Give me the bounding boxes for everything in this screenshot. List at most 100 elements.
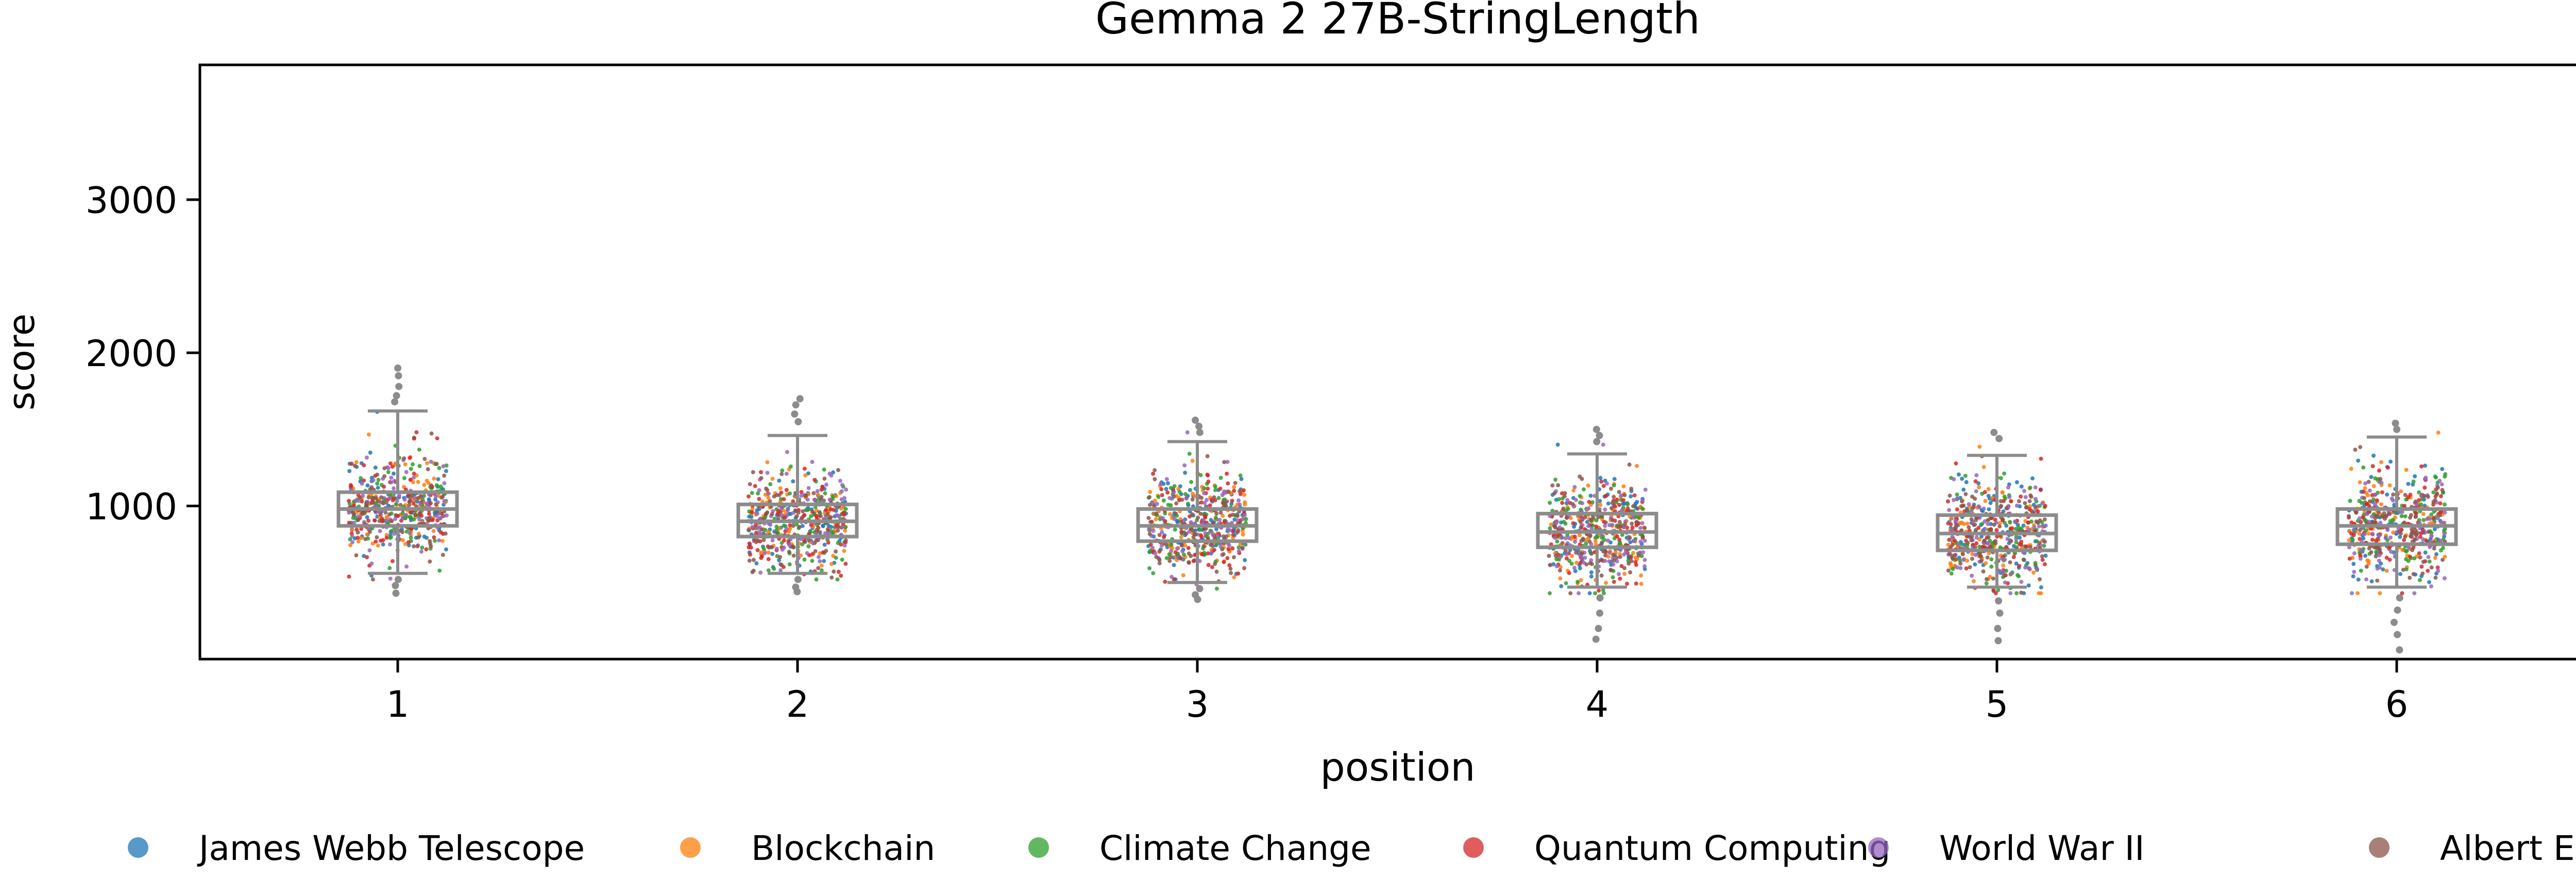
strip-point [429, 544, 433, 548]
strip-point [1947, 551, 1952, 556]
strip-point [1562, 494, 1567, 498]
strip-point [1548, 526, 1552, 530]
strip-point [1982, 519, 1987, 524]
strip-point [2399, 514, 2404, 519]
strip-point [777, 558, 782, 562]
strip-point [1617, 572, 1621, 576]
strip-point [370, 577, 375, 582]
strip-point [438, 530, 443, 534]
strip-point [1226, 547, 1231, 551]
strip-point [2417, 578, 2422, 582]
outlier-point [1994, 625, 2002, 632]
strip-point [408, 531, 412, 535]
strip-point [782, 523, 786, 528]
strip-point [1167, 559, 1172, 563]
strip-point [371, 478, 376, 482]
strip-point [1986, 541, 1990, 545]
strip-point [812, 497, 817, 502]
strip-point [747, 541, 752, 546]
strip-point [1973, 562, 1977, 567]
strip-point [432, 535, 436, 540]
strip-point [357, 498, 361, 503]
strip-point [1174, 511, 1178, 516]
strip-point [431, 529, 436, 533]
strip-point [810, 559, 815, 563]
strip-point [1172, 563, 1176, 567]
outlier-point [1196, 428, 1204, 436]
strip-point [1974, 518, 1978, 523]
strip-point [1567, 536, 1571, 540]
strip-point [824, 548, 828, 553]
strip-point [788, 523, 792, 528]
strip-point [818, 551, 822, 556]
strip-point [806, 544, 811, 548]
strip-point [779, 563, 784, 567]
strip-point [1159, 487, 1164, 492]
strip-point [1184, 531, 1189, 536]
outlier-point [1996, 609, 2004, 617]
strip-point [2361, 515, 2365, 520]
strip-point [780, 468, 785, 473]
strip-point [1227, 543, 1232, 548]
strip-point [429, 459, 433, 464]
outlier-point [796, 395, 804, 403]
strip-point [387, 512, 392, 517]
strip-point [838, 478, 842, 483]
strip-point [818, 514, 822, 518]
strip-point [1991, 576, 1995, 581]
strip-point [404, 470, 409, 474]
strip-point [1215, 586, 1219, 591]
strip-point [1242, 566, 1247, 571]
strip-point [1951, 567, 1955, 571]
strip-point [2426, 494, 2430, 499]
strip-point [2038, 577, 2042, 581]
strip-point [2358, 480, 2362, 485]
strip-point [2412, 591, 2417, 596]
strip-point [2014, 537, 2019, 541]
strip-point [822, 542, 827, 547]
strip-point [1968, 565, 1972, 570]
strip-point [756, 539, 760, 543]
strip-point [1222, 491, 1226, 496]
strip-point [2043, 504, 2047, 508]
strip-point [1639, 581, 1643, 586]
strip-point [1997, 569, 2002, 574]
strip-point [1578, 566, 1582, 571]
strip-point [1561, 506, 1566, 511]
strip-point [353, 463, 357, 468]
strip-point [1954, 461, 1958, 465]
strip-point [1578, 561, 1583, 565]
plot-frame [198, 63, 2576, 661]
strip-point [2359, 568, 2363, 573]
legend-label: Climate Change [1099, 829, 1371, 868]
strip-point [797, 525, 802, 529]
strip-point [2431, 516, 2436, 520]
strip-point [1949, 571, 1954, 576]
strip-point [779, 506, 784, 511]
strip-point [1220, 547, 1225, 551]
strip-point [1989, 522, 1993, 526]
strip-point [816, 566, 821, 571]
strip-point [2441, 558, 2445, 562]
strip-point [438, 516, 443, 521]
strip-point [1178, 556, 1182, 561]
strip-point [367, 432, 371, 437]
strip-point [348, 483, 353, 488]
strip-point [2365, 502, 2369, 506]
strip-point [376, 477, 381, 482]
strip-point [1162, 535, 1166, 540]
strip-point [1567, 571, 1571, 575]
strip-point [811, 491, 816, 495]
strip-point [382, 466, 387, 471]
strip-point [2363, 486, 2367, 491]
strip-point [836, 525, 840, 529]
strip-point [1620, 508, 1624, 512]
strip-point [1980, 522, 1985, 526]
strip-point [1554, 564, 1559, 568]
strip-point [1977, 444, 1982, 449]
outlier-point [2396, 646, 2403, 654]
strip-point [1183, 471, 1188, 475]
strip-point [1947, 493, 1952, 498]
strip-point [1612, 483, 1616, 488]
strip-point [375, 481, 380, 486]
